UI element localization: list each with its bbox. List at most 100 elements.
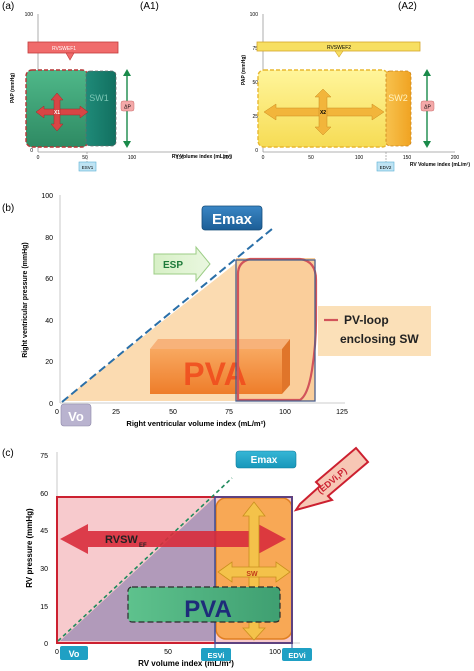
b-vo-label: Vo [68, 409, 84, 424]
chart-a1: (A1) 0 25 50 75 100 0 50 100 150 200 PAP… [10, 1, 232, 172]
a2-delta-label: ΔP [424, 105, 431, 111]
a1-banner-text: RVSWEF1 [52, 46, 76, 52]
c-ytick: 60 [40, 491, 48, 498]
a2-y-axis-label: PAP (mmHg) [241, 55, 247, 85]
c-ytick: 15 [40, 604, 48, 611]
c-pva-box [127, 586, 281, 623]
a2-xtick: 200 [451, 155, 460, 161]
c-edvi-p-arrow [293, 446, 370, 512]
a2-title: (A2) [398, 1, 417, 12]
a1-delta-arrow-up [123, 69, 131, 76]
a1-delta-arrow-down [123, 141, 131, 148]
c-emax-box [235, 450, 297, 469]
b-esp-label: ESP [163, 260, 183, 271]
c-xtick: 0 [55, 649, 59, 656]
c-ytick: 0 [44, 641, 48, 648]
b-pva-box [150, 349, 282, 394]
b-legend-line1: PV-loop [344, 313, 389, 327]
a2-sw-label: SW2 [388, 93, 408, 103]
a2-delta-arrow-up [423, 69, 431, 76]
a1-x-axis-label: RV Volume index (mL/m²) [172, 154, 232, 160]
b-ytick: 40 [45, 318, 53, 325]
chart-b: (b) 0 20 40 60 80 100 0 25 50 75 100 125… [2, 193, 431, 428]
b-vo-box [60, 403, 92, 427]
b-ytick: 60 [45, 276, 53, 283]
c-ytick: 75 [40, 453, 48, 460]
a1-ytick: 0 [30, 148, 33, 154]
a1-sw-label: SW1 [89, 93, 109, 103]
b-legend-line2: enclosing SW [340, 332, 419, 346]
c-xtick: 100 [269, 649, 281, 656]
a2-edv-label: EDV2 [380, 165, 392, 170]
b-legend-box [318, 306, 431, 356]
b-xtick: 100 [279, 409, 291, 416]
a2-ytick: 25 [252, 114, 258, 120]
a2-arrow-label: X2 [320, 110, 326, 116]
a2-edv-tag [376, 161, 395, 172]
a1-esv-label: ESV1 [82, 165, 94, 170]
c-vo-tag [60, 646, 88, 660]
b-emax-box [201, 205, 263, 231]
c-ytick: 30 [40, 566, 48, 573]
panel-a-label: (a) [2, 1, 14, 12]
b-y-axis-label: Right ventricular pressure (mmHg) [22, 242, 29, 358]
c-esvi-label: ESVi [208, 651, 225, 660]
c-edvi-tag [282, 648, 312, 661]
b-ytick: 0 [49, 401, 53, 408]
a1-arrow-label: X1 [54, 110, 60, 116]
c-emax-line [57, 477, 233, 642]
a1-title: (A1) [140, 1, 159, 12]
a2-ytick: 0 [255, 148, 258, 154]
chart-a2: (A2) 0 25 50 75 100 0 50 100 150 200 PAP… [241, 1, 470, 172]
a1-banner-pointer [65, 52, 75, 61]
b-emax-line [61, 228, 273, 403]
a2-ytick: 75 [252, 46, 258, 52]
b-pva-box-top [150, 339, 290, 349]
b-xtick: 0 [55, 409, 59, 416]
a1-delta-badge [120, 100, 135, 112]
b-sw-rect [235, 259, 316, 402]
a2-sw-box [385, 70, 412, 147]
a2-xtick: 150 [403, 155, 412, 161]
a1-xtick: 200 [223, 155, 232, 161]
a1-xtick: 100 [128, 155, 137, 161]
a1-xtick: 0 [37, 155, 40, 161]
a1-xtick: 150 [176, 155, 185, 161]
c-vo-label: Vo [69, 649, 80, 659]
c-rvsw-label: RVSW [105, 534, 138, 546]
a2-xtick: 50 [308, 155, 314, 161]
a1-sw-box [85, 70, 117, 147]
a1-y-axis-label: PAP (mmHg) [10, 73, 16, 103]
c-y-axis-label: RV pressure (mmHg) [25, 508, 34, 588]
c-edvi-label: EDVi [288, 651, 305, 660]
c-sw-cross-arrow [217, 501, 291, 641]
chart-c: (c) 0 15 30 45 60 75 0 50 100 RV pressur… [2, 446, 370, 668]
b-pva-box-side [282, 339, 290, 394]
a1-delta-label: ΔP [124, 105, 131, 111]
c-x-axis-label: RV volume index (mL/m²) [138, 659, 234, 668]
c-rvsw-arrow [60, 524, 286, 554]
c-ytick: 45 [40, 528, 48, 535]
c-pva-label: PVA [184, 596, 232, 623]
b-ytick: 100 [41, 193, 53, 200]
a1-esv-tag [78, 161, 97, 172]
c-emax-label: Emax [251, 455, 278, 466]
b-esp-arrow [153, 245, 211, 283]
a2-ytick: 100 [250, 12, 259, 18]
a2-delta-arrow-down [423, 141, 431, 148]
a2-delta-badge [420, 100, 435, 112]
b-ytick: 20 [45, 359, 53, 366]
c-sw-label: SW [246, 571, 258, 578]
a2-banner-pointer [334, 50, 344, 58]
a1-xtick: 50 [82, 155, 88, 161]
b-xtick: 50 [169, 409, 177, 416]
c-sw-outline [214, 496, 293, 644]
b-emax-label: Emax [212, 211, 253, 228]
b-ytick: 80 [45, 235, 53, 242]
b-xtick: 75 [225, 409, 233, 416]
b-xtick: 25 [112, 409, 120, 416]
a2-xtick: 100 [355, 155, 364, 161]
panel-c-label: (c) [2, 448, 14, 459]
b-x-axis-label: Right ventricular volume index (mL/m²) [126, 419, 266, 428]
